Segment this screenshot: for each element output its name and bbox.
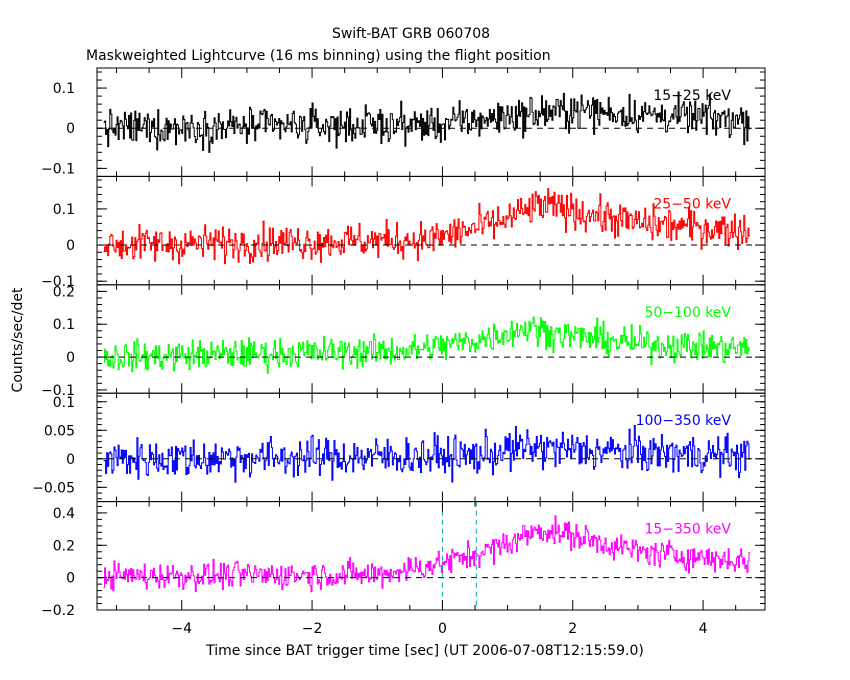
band-label-100-350-kev: 100−350 keV bbox=[636, 413, 732, 429]
series-line-100-350-kev bbox=[103, 425, 751, 483]
series-line-15-350-kev bbox=[103, 515, 751, 593]
band-label-25-50-kev: 25−50 keV bbox=[653, 196, 731, 212]
y-tick-label: −0.2 bbox=[41, 603, 75, 619]
band-label-15-25-kev: 15−25 keV bbox=[653, 88, 731, 104]
x-tick-label: −2 bbox=[302, 621, 323, 637]
chart-subtitle: Maskweighted Lightcurve (16 ms binning) … bbox=[86, 48, 551, 64]
y-tick-label: 0.1 bbox=[53, 81, 75, 97]
y-tick-label: 0.1 bbox=[53, 202, 75, 218]
band-label-15-350-kev: 15−350 keV bbox=[644, 522, 731, 538]
y-tick-label: 0 bbox=[66, 238, 75, 254]
y-tick-label: −0.1 bbox=[41, 161, 75, 177]
panel-frame bbox=[96, 501, 766, 611]
band-label-50-100-kev: 50−100 keV bbox=[644, 305, 731, 321]
y-tick-label: 0.1 bbox=[53, 395, 75, 411]
y-tick-label: −0.05 bbox=[32, 480, 75, 496]
panel-15-350-kev: −0.2 0 0.2 0.4 15−350 keV bbox=[41, 501, 766, 619]
y-tick-label: 0 bbox=[66, 571, 75, 587]
y-tick-label: 0 bbox=[66, 350, 75, 366]
y-tick-label: 0 bbox=[66, 452, 75, 468]
x-tick-label: 2 bbox=[568, 621, 577, 637]
x-tick-label: −4 bbox=[171, 621, 192, 637]
y-axis-label: Counts/sec/det bbox=[10, 287, 26, 392]
chart-title: Swift-BAT GRB 060708 bbox=[332, 26, 490, 42]
series-line-50-100-kev bbox=[103, 316, 751, 374]
series-line-15-25-kev bbox=[103, 91, 751, 153]
x-tick-label: 0 bbox=[438, 621, 447, 637]
x-axis-label: Time since BAT trigger time [sec] (UT 20… bbox=[205, 643, 644, 659]
panels-group: −0.1 0 0.1 15−25 keV −0.1 0 0.1 25−50 keV −0.1 0 0… bbox=[32, 67, 766, 637]
y-tick-label: 0 bbox=[66, 121, 75, 137]
y-tick-label: −0.1 bbox=[41, 274, 75, 290]
panel-50-100-kev: −0.1 0 0.1 0.2 50−100 keV bbox=[41, 284, 766, 399]
y-tick-label: 0.2 bbox=[53, 284, 75, 300]
y-tick-label: 0.2 bbox=[53, 538, 75, 554]
y-tick-label: 0.4 bbox=[53, 506, 75, 522]
x-tick-label: 4 bbox=[699, 621, 708, 637]
y-tick-label: 0.1 bbox=[53, 317, 75, 333]
panel-15-25-kev: −0.1 0 0.1 15−25 keV bbox=[41, 67, 766, 177]
y-tick-label: −0.1 bbox=[41, 383, 75, 399]
y-tick-label: 0.05 bbox=[44, 423, 75, 439]
